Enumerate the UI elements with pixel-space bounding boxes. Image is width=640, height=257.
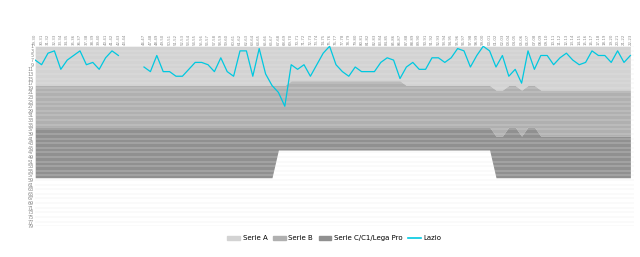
- Legend: Serie A, Serie B, Serie C/C1/Lega Pro, Lazio: Serie A, Serie B, Serie C/C1/Lega Pro, L…: [225, 233, 444, 244]
